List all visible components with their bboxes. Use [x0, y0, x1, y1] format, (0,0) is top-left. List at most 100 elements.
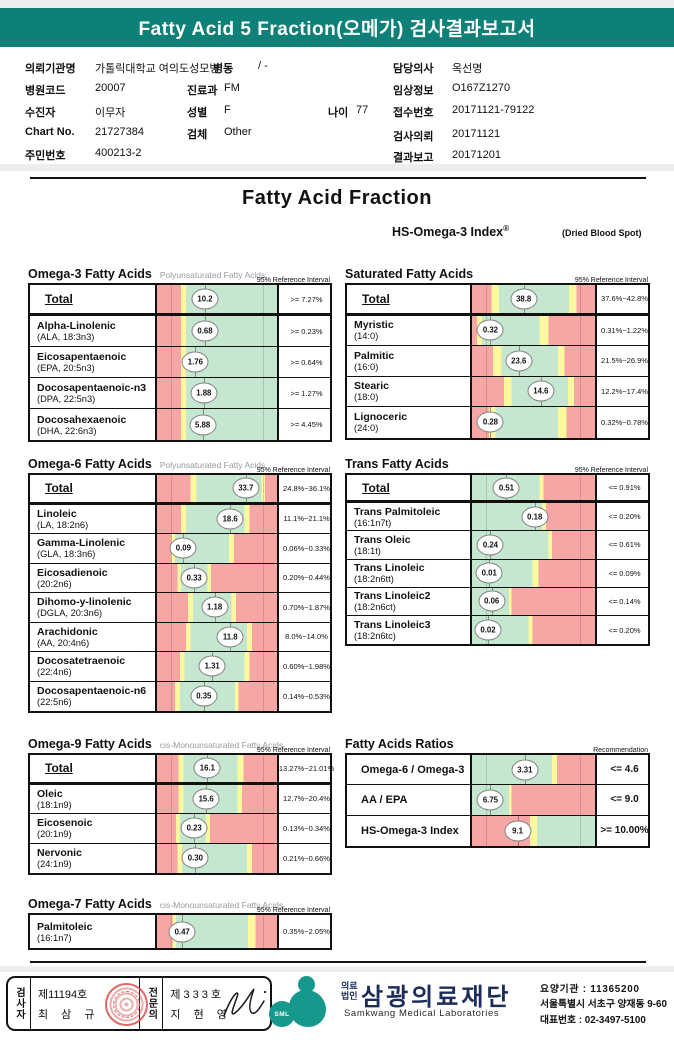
reference-interval: 0.13%~0.34% — [283, 823, 330, 833]
report-band-title: Fatty Acid 5 Fraction(오메가) 검사결과보고서 — [138, 19, 536, 40]
results-table: Total 38.8 37.6%~42.8% Myristic (14:0) 0.32 0.… — [345, 283, 650, 440]
fatty-acid-name: Trans Linoleic3 — [354, 619, 431, 632]
interval-hairline — [486, 346, 488, 376]
hs-omega3-index-heading: HS-Omega-3 Index® — [392, 224, 510, 240]
interval-hairline — [262, 504, 264, 533]
result-marker: 0.30 — [181, 847, 209, 869]
reference-interval: 0.06%~0.33% — [283, 543, 330, 553]
fatty-acid-abbrev: (GLA, 18:3n6) — [37, 549, 96, 560]
interval-hairline — [170, 784, 172, 813]
request-date-label: 검사의뢰 — [393, 131, 434, 143]
section-omega3: Omega-3 Fatty Acids Polyunsaturated Fatty… — [28, 265, 332, 442]
reference-interval: 24.8%~36.1% — [283, 483, 330, 493]
fatty-acid-abbrev: (18:2n6ct) — [354, 602, 396, 613]
interval-hairline — [170, 622, 172, 651]
interval-hairline — [486, 475, 488, 501]
clinical-label: 임상정보 — [393, 85, 434, 97]
logo-body-shape-icon — [289, 990, 326, 1027]
specimen-label: 검체 — [187, 129, 208, 141]
fatty-acid-name: Total — [45, 481, 73, 496]
jumin-label: 주민번호 — [25, 150, 66, 162]
chart-no-label: Chart No. — [25, 126, 75, 138]
fatty-acid-row: Nervonic (24:1n9) 0.30 0.21%~0.66% — [30, 843, 330, 873]
fatty-acid-name-cell: Eicosenoic (20:1n9) — [30, 814, 157, 843]
result-marker: 0.09 — [169, 537, 197, 559]
reference-interval: 12.2%~17.4% — [601, 386, 648, 396]
reference-interval: 8.0%~14.0% — [285, 632, 328, 642]
section-header: Saturated Fatty Acids 95% Reference Inter… — [345, 265, 650, 284]
reference-interval: >= 1.27% — [290, 388, 323, 398]
result-bar: 14.6 — [472, 376, 597, 406]
reference-interval: 0.60%~1.98% — [283, 661, 330, 671]
fatty-acid-name: Docosapentaenoic-n6 — [37, 685, 147, 698]
section-subtitle: cis-Monounsaturated Fatty Acids — [159, 740, 284, 750]
result-marker: 0.47 — [168, 921, 196, 942]
fatty-acid-name: Total — [45, 292, 73, 306]
chart-no-value: 21727384 — [95, 126, 144, 138]
section-title: Omega-9 Fatty Acids — [28, 737, 152, 751]
section-omega7: Omega-7 Fatty Acids cis-Monounsaturated F… — [28, 895, 332, 950]
interval-hairline — [580, 285, 582, 313]
fatty-acid-row: Trans Linoleic3 (18:2n6tc) 0.02 <= 0.20% — [347, 615, 648, 645]
reference-interval: <= 0.20% — [608, 625, 641, 635]
specialist-cert-no: 제333호 — [170, 988, 224, 1001]
fatty-acid-row: Docosapentaenoic-n3 (DPA, 22:5n3) 1.88 >= 1… — [30, 378, 330, 409]
result-marker: 0.51 — [492, 477, 520, 499]
reference-interval: 11.1%~21.1% — [283, 514, 330, 524]
reference-interval-header: Recommendation — [593, 747, 648, 754]
section-header: Omega-9 Fatty Acids cis-Monounsaturated F… — [28, 735, 332, 754]
fatty-acid-row: Trans Oleic (18:1t) 0.24 <= 0.61% — [347, 531, 648, 560]
result-marker: 23.6 — [505, 350, 533, 372]
results-table: Total 33.7 24.8%~36.1% Linoleic (LA, 18:2n6)… — [28, 473, 332, 713]
fatty-acid-row: Lignoceric (24:0) 0.28 0.32%~0.78% — [347, 407, 648, 438]
result-bar: 16.1 — [157, 755, 279, 782]
fatty-acid-name-cell: Trans Linoleic3 (18:2n6tc) — [347, 615, 472, 645]
result-bar: 9.1 — [472, 815, 597, 846]
fatty-acid-name-cell: Docosatetraenoic (22:4n6) — [30, 652, 157, 681]
result-bar: 1.31 — [157, 652, 279, 681]
fatty-acid-abbrev: (ALA, 18:3n3) — [37, 332, 95, 342]
section-omega6: Omega-6 Fatty Acids Polyunsaturated Fatty… — [28, 455, 332, 713]
fatty-acid-name-cell: HS-Omega-3 Index — [347, 815, 472, 846]
page-title: Fatty Acid Fraction — [242, 187, 432, 209]
interval-hairline — [580, 785, 582, 815]
section-header: Omega-3 Fatty Acids Polyunsaturated Fatty… — [28, 265, 332, 284]
fatty-acid-name: Gamma-Linolenic — [37, 537, 126, 550]
result-marker: 0.35 — [190, 685, 218, 707]
doctor-value: 옥선명 — [452, 63, 483, 75]
receipt-label: 접수번호 — [393, 107, 434, 119]
fatty-acid-abbrev: (14:0) — [354, 331, 379, 342]
fatty-acid-abbrev: (20:2n6) — [37, 578, 72, 589]
examiner-name: 최 삼 규 — [38, 1008, 100, 1021]
result-marker: 11.8 — [216, 626, 244, 648]
patient-name: 이무자 — [95, 107, 126, 119]
result-bar: 0.68 — [157, 316, 279, 346]
fatty-acid-name-cell: Lignoceric (24:0) — [347, 407, 472, 438]
fatty-acid-name: Myristic — [354, 319, 394, 332]
interval-hairline — [262, 652, 264, 681]
registered-mark: ® — [503, 224, 510, 233]
reference-interval-header: 95% Reference Interval — [256, 467, 330, 474]
interval-hairline — [262, 378, 264, 408]
interval-hairline — [262, 843, 264, 873]
reference-interval-header: 95% Reference Interval — [256, 907, 330, 914]
fatty-acid-name-cell: Total — [30, 755, 157, 782]
fatty-acid-row: Docosahexaenoic (DHA, 22:6n3) 5.88 >= 4.45% — [30, 409, 330, 440]
fatty-acid-abbrev: (24:0) — [354, 423, 379, 434]
reference-interval: >= 0.23% — [290, 326, 323, 336]
reference-interval: <= 0.61% — [608, 540, 641, 550]
interval-hairline — [170, 814, 172, 843]
result-bar: 0.18 — [472, 503, 597, 531]
interval-hairline — [170, 563, 172, 592]
fatty-acid-name: Docosapentaenoic-n3 — [37, 382, 147, 394]
section-title: Omega-6 Fatty Acids — [28, 457, 152, 471]
fatty-acid-row: Total 0.51 <= 0.91% — [347, 475, 648, 504]
section-header: Fatty Acids Ratios Recommendation — [345, 735, 650, 754]
receipt-value: 20171121-79122 — [452, 104, 535, 116]
interval-hairline — [170, 681, 172, 711]
section-header: Omega-7 Fatty Acids cis-Monounsaturated F… — [28, 895, 332, 914]
fatty-acid-name-cell: Total — [30, 475, 157, 502]
result-marker: 0.24 — [476, 534, 504, 556]
result-bar: 15.6 — [157, 784, 279, 813]
